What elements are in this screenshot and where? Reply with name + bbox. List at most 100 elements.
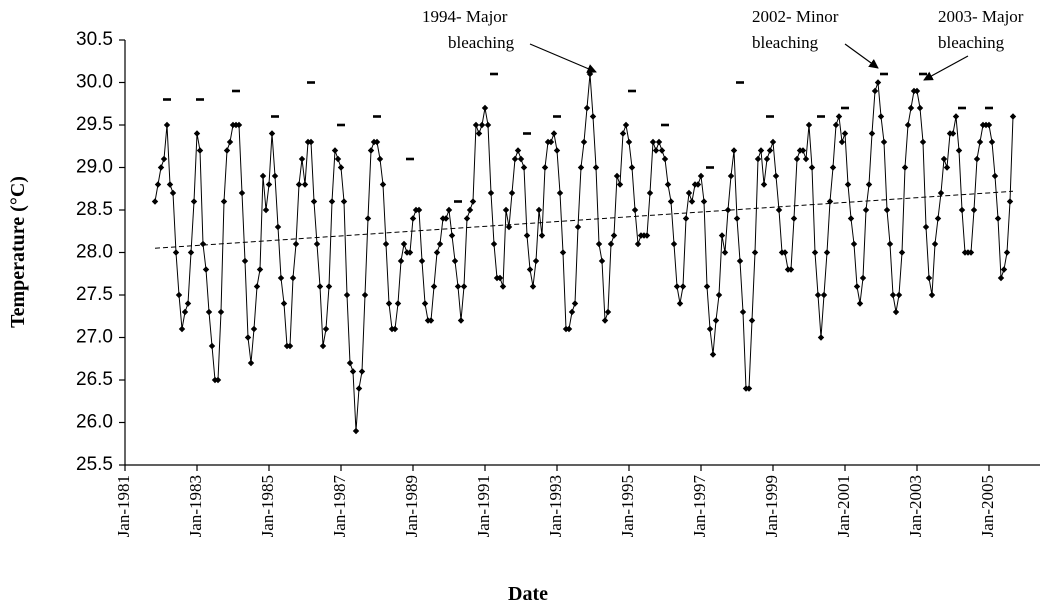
point — [217, 308, 225, 316]
point — [334, 155, 342, 163]
point — [568, 308, 576, 316]
point — [199, 240, 207, 248]
point — [160, 155, 168, 163]
data-line — [154, 73, 1014, 432]
point — [532, 257, 540, 265]
point — [547, 138, 555, 146]
point — [571, 300, 579, 307]
point — [328, 198, 336, 205]
point — [205, 308, 213, 316]
point — [247, 359, 255, 367]
point — [793, 155, 801, 163]
point — [814, 291, 822, 299]
dash-marker — [163, 98, 171, 101]
y-tick-label: 29.0 — [76, 157, 113, 178]
point — [421, 300, 429, 307]
point — [628, 164, 636, 171]
point — [394, 300, 402, 307]
point — [898, 249, 906, 256]
dash-marker — [817, 115, 825, 118]
point — [241, 257, 249, 265]
point — [901, 164, 909, 171]
point — [745, 385, 753, 392]
point — [757, 147, 765, 154]
point — [487, 189, 495, 197]
point — [790, 215, 798, 222]
x-tick-label: Jan-1987 — [330, 475, 349, 538]
point — [886, 240, 894, 248]
series — [151, 70, 1017, 435]
point — [268, 130, 276, 137]
point — [1003, 249, 1011, 256]
point — [889, 291, 897, 299]
point — [508, 189, 516, 197]
point — [196, 147, 204, 154]
point — [586, 70, 594, 78]
point — [343, 291, 351, 299]
point — [226, 138, 234, 146]
point — [208, 342, 216, 350]
point — [673, 283, 681, 290]
point — [274, 223, 282, 231]
point — [595, 240, 603, 248]
x-tick-label: Jan-1999 — [762, 475, 781, 537]
dash-marker — [736, 81, 744, 84]
point — [313, 240, 321, 248]
annotation-arrow — [529, 43, 597, 74]
point — [676, 300, 684, 307]
point — [877, 113, 885, 120]
point — [649, 138, 657, 146]
x-tick-label: Jan-1993 — [546, 475, 565, 537]
point — [448, 232, 456, 239]
point — [583, 104, 591, 112]
point — [799, 147, 807, 154]
x-axis-label: Date — [508, 583, 548, 605]
point — [259, 172, 267, 180]
point — [391, 325, 399, 333]
point — [406, 249, 414, 256]
annotation-arrow — [844, 43, 879, 69]
point — [376, 155, 384, 163]
point — [823, 249, 831, 256]
point — [520, 164, 528, 171]
point — [631, 206, 639, 214]
point — [316, 283, 324, 290]
point — [913, 87, 921, 95]
point — [952, 113, 960, 120]
point — [202, 266, 210, 273]
annotation-text: 2002- Minor — [752, 7, 839, 26]
x-tick-label: Jan-1981 — [114, 475, 133, 537]
point — [349, 368, 357, 375]
point — [514, 147, 522, 154]
point — [169, 189, 177, 197]
point — [262, 206, 270, 214]
point — [700, 198, 708, 205]
dash-marker — [958, 106, 966, 110]
point — [943, 164, 951, 171]
point — [724, 206, 732, 214]
point — [787, 266, 795, 273]
dash-marker — [373, 115, 381, 118]
point — [613, 172, 621, 180]
point — [220, 198, 228, 205]
point — [976, 138, 984, 146]
point — [949, 130, 957, 137]
point — [442, 215, 450, 222]
dash-marker — [490, 72, 498, 76]
point — [916, 104, 924, 112]
point — [991, 172, 999, 180]
point — [361, 291, 369, 299]
annotation: 2003- Major bleaching — [923, 7, 1024, 81]
point — [874, 79, 882, 86]
dash-marker — [661, 123, 669, 127]
point — [277, 274, 285, 282]
point — [193, 130, 201, 137]
point — [163, 121, 171, 129]
point — [703, 283, 711, 290]
point — [604, 308, 612, 316]
point — [271, 172, 279, 180]
y-tick-label: 29.5 — [76, 114, 113, 135]
annotation-arrow — [923, 55, 969, 81]
point — [418, 257, 426, 265]
point — [835, 113, 843, 120]
